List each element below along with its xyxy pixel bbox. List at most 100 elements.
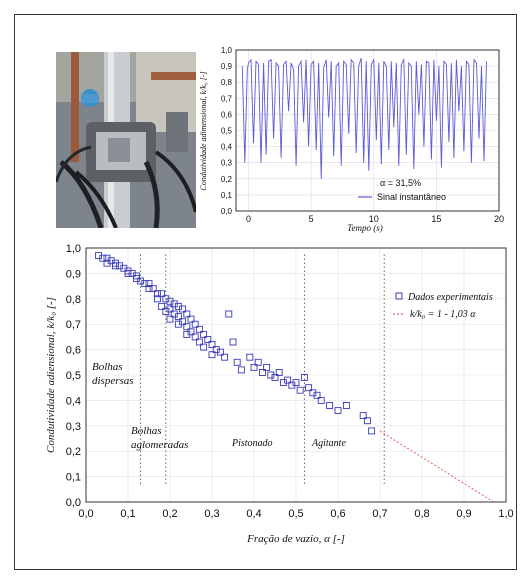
top-chart-series-line <box>241 57 487 179</box>
main-chart-ytick-label: 0,2 <box>66 446 81 458</box>
main-chart-data-point <box>275 369 283 376</box>
main-chart-data-point <box>153 295 161 303</box>
top-chart-xtick-label: 10 <box>369 214 379 224</box>
main-chart-tick-labels: 0,0 0,1 0,2 0,3 0,4 0,5 0,6 0,7 0,8 0,9 1,0 0,0 0,1 0… <box>66 243 514 520</box>
top-chart-xtick-label: 15 <box>431 214 441 224</box>
main-chart-data-point <box>363 417 371 425</box>
top-chart-xtick-label: 20 <box>494 214 504 224</box>
top-chart-xlabel: Tempo (s) <box>347 223 382 233</box>
main-chart-data-point <box>208 341 216 348</box>
main-legend-marker <box>395 292 403 300</box>
main-chart-data-point <box>179 305 187 313</box>
main-chart-ytick-label: 0,4 <box>66 395 81 407</box>
main-chart-ytick-label: 0,0 <box>66 497 81 509</box>
main-chart-xtick-label: 0,0 <box>78 508 93 520</box>
main-chart-data-point <box>162 308 170 315</box>
main-chart-ytick-label: 0,7 <box>66 319 81 331</box>
main-chart-data-point <box>296 386 304 394</box>
top-chart-xtick-label: 5 <box>309 214 314 224</box>
main-chart-data-point <box>267 371 275 379</box>
main-chart-data-point <box>187 328 195 336</box>
top-chart-signal-line <box>241 57 487 179</box>
main-chart-data-point <box>279 379 287 387</box>
top-chart-ytick-label: 0,7 <box>221 94 233 103</box>
main-chart-data-point <box>313 391 321 399</box>
region-bolhas-aglomeradas-line2: aglomeradas <box>131 439 188 451</box>
main-chart-data-point <box>263 363 271 371</box>
top-chart-plot-area <box>235 49 500 212</box>
main-chart-data-point <box>116 262 124 270</box>
main-chart-data-point <box>309 389 317 397</box>
region-bolhas-dispersas-line2: dispersas <box>92 375 134 387</box>
main-chart-xlabel: Fração de vazio, α [-] <box>246 533 345 545</box>
main-chart-data-point <box>246 353 254 361</box>
main-chart-fit-line <box>379 430 494 503</box>
main-chart-data-point <box>271 374 279 381</box>
main-chart-data-point <box>170 300 178 308</box>
main-chart-xtick-label: 0,9 <box>456 508 471 520</box>
main-chart-data-point <box>359 412 367 420</box>
main-chart-data-point <box>237 366 245 374</box>
main-chart-ytick-label: 0,1 <box>66 472 81 484</box>
main-chart-data-point <box>212 346 220 354</box>
main-chart-ylabel: Condutividade adiensional, k/k₀ [-] <box>45 297 57 453</box>
top-chart-ytick-label: 0,5 <box>221 127 233 136</box>
main-chart-data-point <box>292 379 300 387</box>
main-chart-data-point <box>334 407 342 415</box>
main-chart-data-points <box>95 252 376 435</box>
main-chart-data-point <box>195 325 203 333</box>
main-chart-data-point <box>229 338 237 346</box>
main-chart-data-point <box>149 285 157 293</box>
main-chart-data-point <box>107 257 115 265</box>
main-chart-data-point <box>216 348 224 356</box>
main-chart-data-point <box>284 376 292 384</box>
main-chart-data-point <box>145 280 153 288</box>
main-chart-data-point <box>250 363 258 371</box>
main-chart-xtick-label: 0,2 <box>162 508 177 520</box>
top-chart-ytick-label: 0,1 <box>221 191 233 200</box>
main-chart-data-point <box>128 269 136 277</box>
apparatus-photo-drawing <box>56 52 196 228</box>
main-chart-data-point <box>141 280 149 288</box>
main-chart-data-point <box>225 310 233 318</box>
main-chart-ytick-label: 0,6 <box>66 345 81 357</box>
main-chart-data-point <box>326 402 334 409</box>
main-chart-xtick-label: 0,6 <box>330 508 345 520</box>
main-chart-data-point <box>132 275 140 282</box>
top-chart-legend-label: Sinal instantâneo <box>377 192 446 202</box>
region-pistonado: Pistonado <box>231 438 273 449</box>
region-agitante: Agitante <box>311 438 346 449</box>
time-signal-chart: 0,0 0,1 0,2 0,3 0,4 0,5 0,6 0,7 0,8 0,9 1,0 0 5 10 15 2… <box>199 46 504 233</box>
main-chart-ytick-label: 0,3 <box>66 421 81 433</box>
main-chart-data-point <box>305 384 313 392</box>
main-chart-data-point <box>103 259 111 267</box>
main-chart-xtick-label: 0,3 <box>204 508 219 520</box>
main-chart-data-point <box>162 295 170 303</box>
main-legend-fit-label: k/k₀ = 1 - 1,03 α <box>410 309 476 320</box>
main-chart-data-point <box>254 358 262 366</box>
main-chart-data-point <box>99 254 107 262</box>
top-chart-ytick-label: 0,0 <box>221 207 233 216</box>
top-chart-ytick-label: 0,6 <box>221 110 233 119</box>
main-chart-data-point <box>145 285 153 293</box>
top-chart-ytick-label: 0,3 <box>221 159 233 168</box>
main-chart-ytick-label: 0,9 <box>66 268 81 280</box>
top-chart-ylabel: Condutividade adimensional, k/k₀ [-] <box>199 71 208 190</box>
main-chart-xtick-label: 1,0 <box>498 508 513 520</box>
main-chart-data-point <box>166 305 174 313</box>
main-chart-data-point <box>200 343 208 351</box>
top-chart-ytick-label: 1,0 <box>221 46 233 55</box>
main-chart-data-point <box>368 427 376 435</box>
main-chart-ytick-label: 0,5 <box>66 370 81 382</box>
main-chart-data-point <box>166 315 174 323</box>
main-chart-data-point <box>158 290 166 298</box>
main-chart-fit-segment <box>379 430 494 503</box>
main-chart-data-point <box>124 269 132 277</box>
main-chart-xtick-label: 0,4 <box>246 508 261 520</box>
main-chart-ytick-label: 1,0 <box>66 243 81 255</box>
main-chart-xtick-label: 0,8 <box>414 508 429 520</box>
main-chart-data-point <box>179 318 187 326</box>
main-chart-data-point <box>317 396 325 404</box>
main-chart-data-point <box>208 351 216 359</box>
